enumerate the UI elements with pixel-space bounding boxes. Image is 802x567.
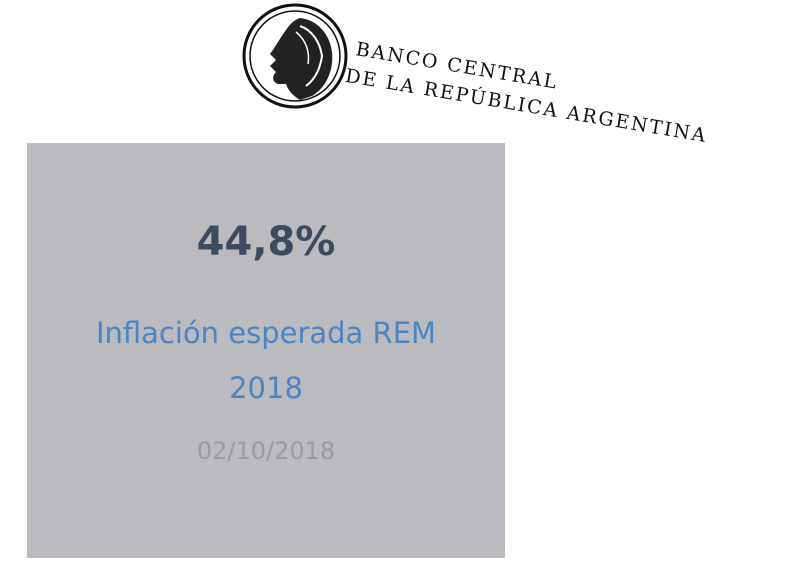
kpi-label: Inflación esperada REM 2018 bbox=[95, 316, 437, 405]
kpi-card: 44,8% Inflación esperada REM 2018 02/10/… bbox=[27, 143, 505, 558]
kpi-value: 44,8% bbox=[196, 219, 336, 265]
kpi-date: 02/10/2018 bbox=[196, 437, 336, 465]
logo-hair bbox=[295, 31, 310, 65]
logo-hair bbox=[299, 25, 324, 87]
logo: BANCO CENTRAL DE LA REPÚBLICA ARGENTINA bbox=[242, 3, 709, 147]
